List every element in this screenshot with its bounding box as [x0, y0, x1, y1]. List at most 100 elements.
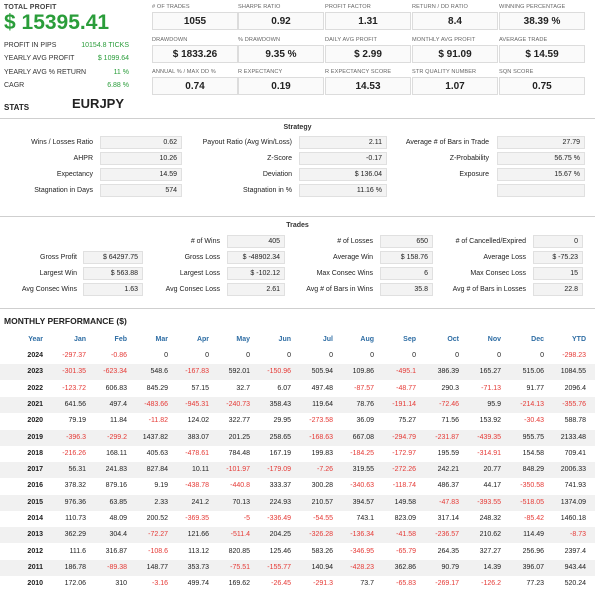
month-value: 57.15 — [191, 384, 209, 392]
trades-value: 2.61 — [227, 283, 285, 296]
month-value: 113.12 — [188, 547, 209, 555]
symbol-label: EURJPY — [72, 96, 125, 111]
month-value: -297.37 — [62, 352, 86, 359]
kpi-card: R EXPECTANCY SCORE 14.53 — [325, 69, 411, 102]
month-value: 741.93 — [564, 482, 586, 490]
month-value: 0 — [370, 352, 374, 359]
kpi-label: WINNING PERCENTAGE — [499, 4, 566, 10]
stats-heading: STATS — [4, 103, 30, 112]
table-row: 2015 976.36 63.85 2.33 241.2 70.13 224.93 210.5… — [0, 494, 595, 511]
month-value: 709.41 — [564, 449, 586, 457]
month-value: 110.73 — [65, 515, 86, 522]
month-value: -150.96 — [267, 368, 291, 376]
table-row: 2020 79.19 11.84 -11.82 124.02 322.77 29.95 -27… — [0, 413, 595, 429]
kpi-label: STR QUALITY NUMBER — [412, 69, 477, 75]
month-value: 827.84 — [146, 466, 168, 474]
month-value: -75.51 — [230, 563, 250, 571]
month-value: -298.23 — [562, 352, 586, 359]
kpi-card: AVERAGE TRADE $ 14.59 — [499, 37, 585, 70]
month-value: 327.27 — [479, 547, 501, 555]
summary-value: 10154.8 TICKS — [81, 42, 129, 49]
month-value: -136.34 — [350, 531, 374, 539]
month-value: -7.26 — [317, 466, 333, 474]
kpi-card: DAILY AVG PROFIT $ 2.99 — [325, 37, 411, 70]
column-header: YTD — [572, 336, 586, 343]
month-value: 95.9 — [487, 400, 501, 408]
month-value: 1084.55 — [560, 368, 586, 376]
month-value: -273.58 — [309, 417, 333, 425]
strategy-label: Exposure — [459, 171, 489, 178]
month-value: 0 — [329, 352, 333, 359]
month-value: 1437.82 — [142, 433, 168, 441]
column-header: May — [236, 336, 250, 343]
month-value: 172.06 — [64, 580, 86, 588]
trades-value: $ 158.76 — [380, 251, 433, 264]
month-value: -0.86 — [111, 352, 127, 359]
strategy-label: Payout Ratio (Avg Win/Loss) — [202, 139, 292, 146]
month-value: 241.2 — [191, 498, 209, 506]
divider — [0, 216, 595, 217]
month-value: 300.28 — [311, 482, 333, 490]
month-value: 153.92 — [479, 417, 501, 425]
month-value: 0 — [164, 352, 168, 359]
trades-value: 35.8 — [380, 283, 433, 296]
month-value: 73.7 — [360, 580, 374, 588]
strategy-value: 10.26 — [100, 152, 182, 165]
column-header: Jul — [322, 336, 333, 343]
year-cell: 2012 — [27, 547, 43, 555]
column-header: Aug — [360, 336, 374, 343]
month-value: 140.94 — [311, 563, 333, 571]
month-value: 322.77 — [228, 417, 250, 425]
month-value: 0 — [497, 352, 501, 359]
month-value: -41.58 — [396, 531, 416, 539]
kpi-value: 0.92 — [238, 12, 324, 30]
month-value: -291.3 — [313, 580, 333, 588]
month-value: 548.6 — [150, 368, 168, 376]
month-value: -216.26 — [62, 449, 86, 457]
month-value: 29.95 — [273, 417, 291, 425]
year-cell: 2013 — [27, 531, 43, 539]
trades-label: # of Losses — [337, 238, 373, 245]
month-value: -350.58 — [520, 482, 544, 490]
month-value: -65.79 — [396, 547, 416, 555]
kpi-value: $ 2.99 — [325, 45, 411, 63]
strategy-value: 574 — [100, 184, 182, 197]
month-value: 90.79 — [441, 563, 459, 571]
strategy-value — [497, 184, 585, 197]
month-value: 2.33 — [154, 498, 168, 506]
month-value: 499.74 — [187, 580, 209, 588]
strategy-label: AHPR — [73, 155, 93, 162]
month-value: 520.24 — [564, 580, 586, 588]
month-value: 497.4 — [109, 400, 127, 408]
month-value: 167.19 — [269, 449, 291, 457]
year-cell: 2020 — [27, 417, 43, 425]
kpi-label: SQN SCORE — [499, 69, 534, 75]
month-value: 0 — [287, 352, 291, 359]
month-value: 583.26 — [311, 547, 333, 555]
month-value: -483.66 — [144, 400, 168, 408]
year-cell: 2021 — [27, 400, 43, 408]
trades-value: $ 64297.75 — [83, 251, 143, 264]
month-value: -623.34 — [103, 368, 127, 376]
month-value: 149.58 — [394, 498, 416, 506]
kpi-value: 1.31 — [325, 12, 411, 30]
month-value: -54.55 — [313, 515, 333, 522]
kpi-label: ANNUAL % / MAX DD % — [152, 69, 216, 75]
month-value: 14.39 — [483, 563, 501, 571]
month-value: 353.73 — [187, 563, 209, 571]
column-header: Sep — [403, 336, 416, 343]
month-value: 210.62 — [479, 531, 501, 539]
month-value: -440.8 — [230, 482, 250, 490]
kpi-card: RETURN / DD RATIO 8.4 — [412, 4, 498, 37]
month-value: -314.91 — [477, 449, 501, 457]
month-value: 201.25 — [228, 433, 250, 441]
month-value: -101.97 — [226, 466, 250, 474]
trades-label: Avg Consec Wins — [21, 286, 77, 293]
month-value: 505.94 — [311, 368, 333, 376]
month-value: -518.05 — [520, 498, 544, 506]
kpi-label: R EXPECTANCY — [238, 69, 283, 75]
month-value: 396.07 — [522, 563, 544, 571]
month-value: 1374.09 — [560, 498, 586, 506]
month-value: -945.31 — [185, 400, 209, 408]
total-profit-value: $ 15395.41 — [4, 11, 110, 34]
